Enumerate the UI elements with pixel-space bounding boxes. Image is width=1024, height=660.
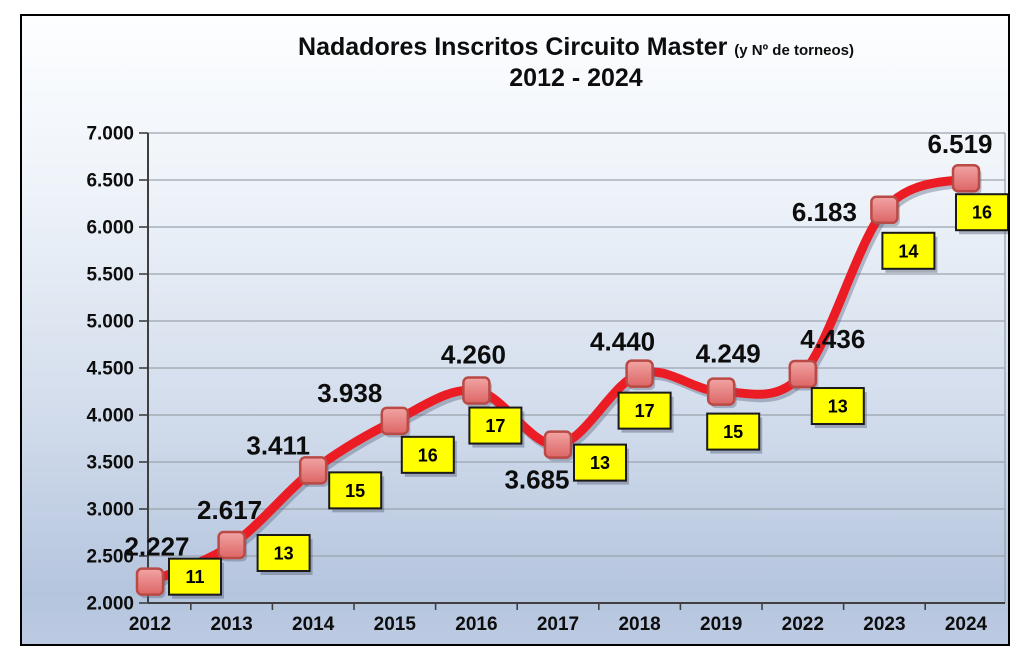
torneo-count-label: 14 <box>898 241 918 261</box>
data-point-value-label: 2.227 <box>124 532 189 562</box>
torneo-count-box <box>617 391 672 430</box>
x-axis-label: 2015 <box>374 614 417 635</box>
data-point-value-label: 3.685 <box>504 465 569 495</box>
data-point-value-label: 4.249 <box>696 339 761 369</box>
y-axis-label: 5.000 <box>86 312 134 333</box>
data-point-marker <box>706 377 736 406</box>
x-axis-label: 2017 <box>537 614 579 635</box>
y-axis-label: 7.000 <box>86 124 134 145</box>
data-point-marker <box>135 567 165 596</box>
y-axis-label: 6.000 <box>86 218 134 239</box>
y-axis-label: 4.000 <box>86 406 134 427</box>
y-axis-label: 3.500 <box>86 453 134 474</box>
chart-frame: Nadadores Inscritos Circuito Master (y N… <box>20 14 1010 646</box>
torneo-count-label: 17 <box>635 401 655 421</box>
x-axis-label: 2022 <box>782 614 824 635</box>
y-axis-label: 2.500 <box>86 547 134 568</box>
torneo-count-box <box>881 231 936 270</box>
torneo-count-label: 15 <box>345 481 365 501</box>
x-axis-label: 2023 <box>863 614 905 635</box>
x-axis-label: 2018 <box>618 614 660 635</box>
x-axis-label: 2014 <box>292 614 335 635</box>
torneo-count-label: 15 <box>723 422 743 442</box>
torneo-count-box <box>256 534 311 573</box>
torneo-count-label: 13 <box>274 544 294 564</box>
torneo-count-label: 16 <box>418 445 438 465</box>
torneo-count-box <box>955 193 1008 232</box>
torneo-count-label: 13 <box>590 453 610 473</box>
torneo-count-box <box>573 443 627 482</box>
data-point-marker <box>951 163 981 193</box>
data-point-marker <box>217 530 246 560</box>
data-point-marker <box>298 456 328 485</box>
x-axis-label: 2016 <box>455 614 497 635</box>
y-axis-label: 5.500 <box>86 265 134 286</box>
data-point-marker <box>543 430 573 459</box>
data-point-value-label: 4.440 <box>590 327 655 357</box>
data-point-value-label: 4.260 <box>441 340 506 370</box>
data-point-value-label: 2.617 <box>197 495 262 525</box>
x-axis-label: 2024 <box>945 614 988 635</box>
x-axis-label: 2012 <box>129 614 171 635</box>
x-axis-label: 2019 <box>700 614 742 635</box>
data-point-marker <box>788 359 818 389</box>
torneo-count-label: 17 <box>485 416 505 436</box>
torneo-count-box <box>706 412 761 451</box>
data-point-marker <box>625 359 654 388</box>
series-line-shadow <box>148 177 973 590</box>
data-point-value-label: 3.938 <box>317 378 382 408</box>
data-point-marker <box>462 376 491 405</box>
line-chart: 2.000 2.500 3.000 3.500 4.000 4.500 5.000 5.500… <box>86 124 1008 635</box>
torneo-count-box <box>168 557 222 596</box>
y-axis-label: 4.500 <box>86 359 134 380</box>
torneo-count-box <box>810 387 865 426</box>
data-point-marker <box>870 195 899 225</box>
data-point-value-label: 4.436 <box>800 324 865 354</box>
torneo-count-label: 11 <box>185 567 204 587</box>
data-point-value-label: 6.519 <box>927 129 992 159</box>
x-axis-label: 2013 <box>210 614 252 635</box>
torneo-count-label: 16 <box>972 203 992 223</box>
torneo-count-box <box>468 406 523 445</box>
y-axis-label: 3.000 <box>86 500 134 521</box>
y-axis-label: 2.000 <box>86 594 134 615</box>
data-point-value-label: 3.411 <box>246 430 310 460</box>
torneo-count-label: 13 <box>828 397 848 417</box>
data-point-marker <box>380 406 410 436</box>
y-axis-label: 6.500 <box>86 171 134 192</box>
torneo-count-box <box>328 471 383 510</box>
torneo-count-box <box>400 435 455 474</box>
series-line <box>145 173 971 587</box>
data-point-value-label: 6.183 <box>792 197 857 227</box>
